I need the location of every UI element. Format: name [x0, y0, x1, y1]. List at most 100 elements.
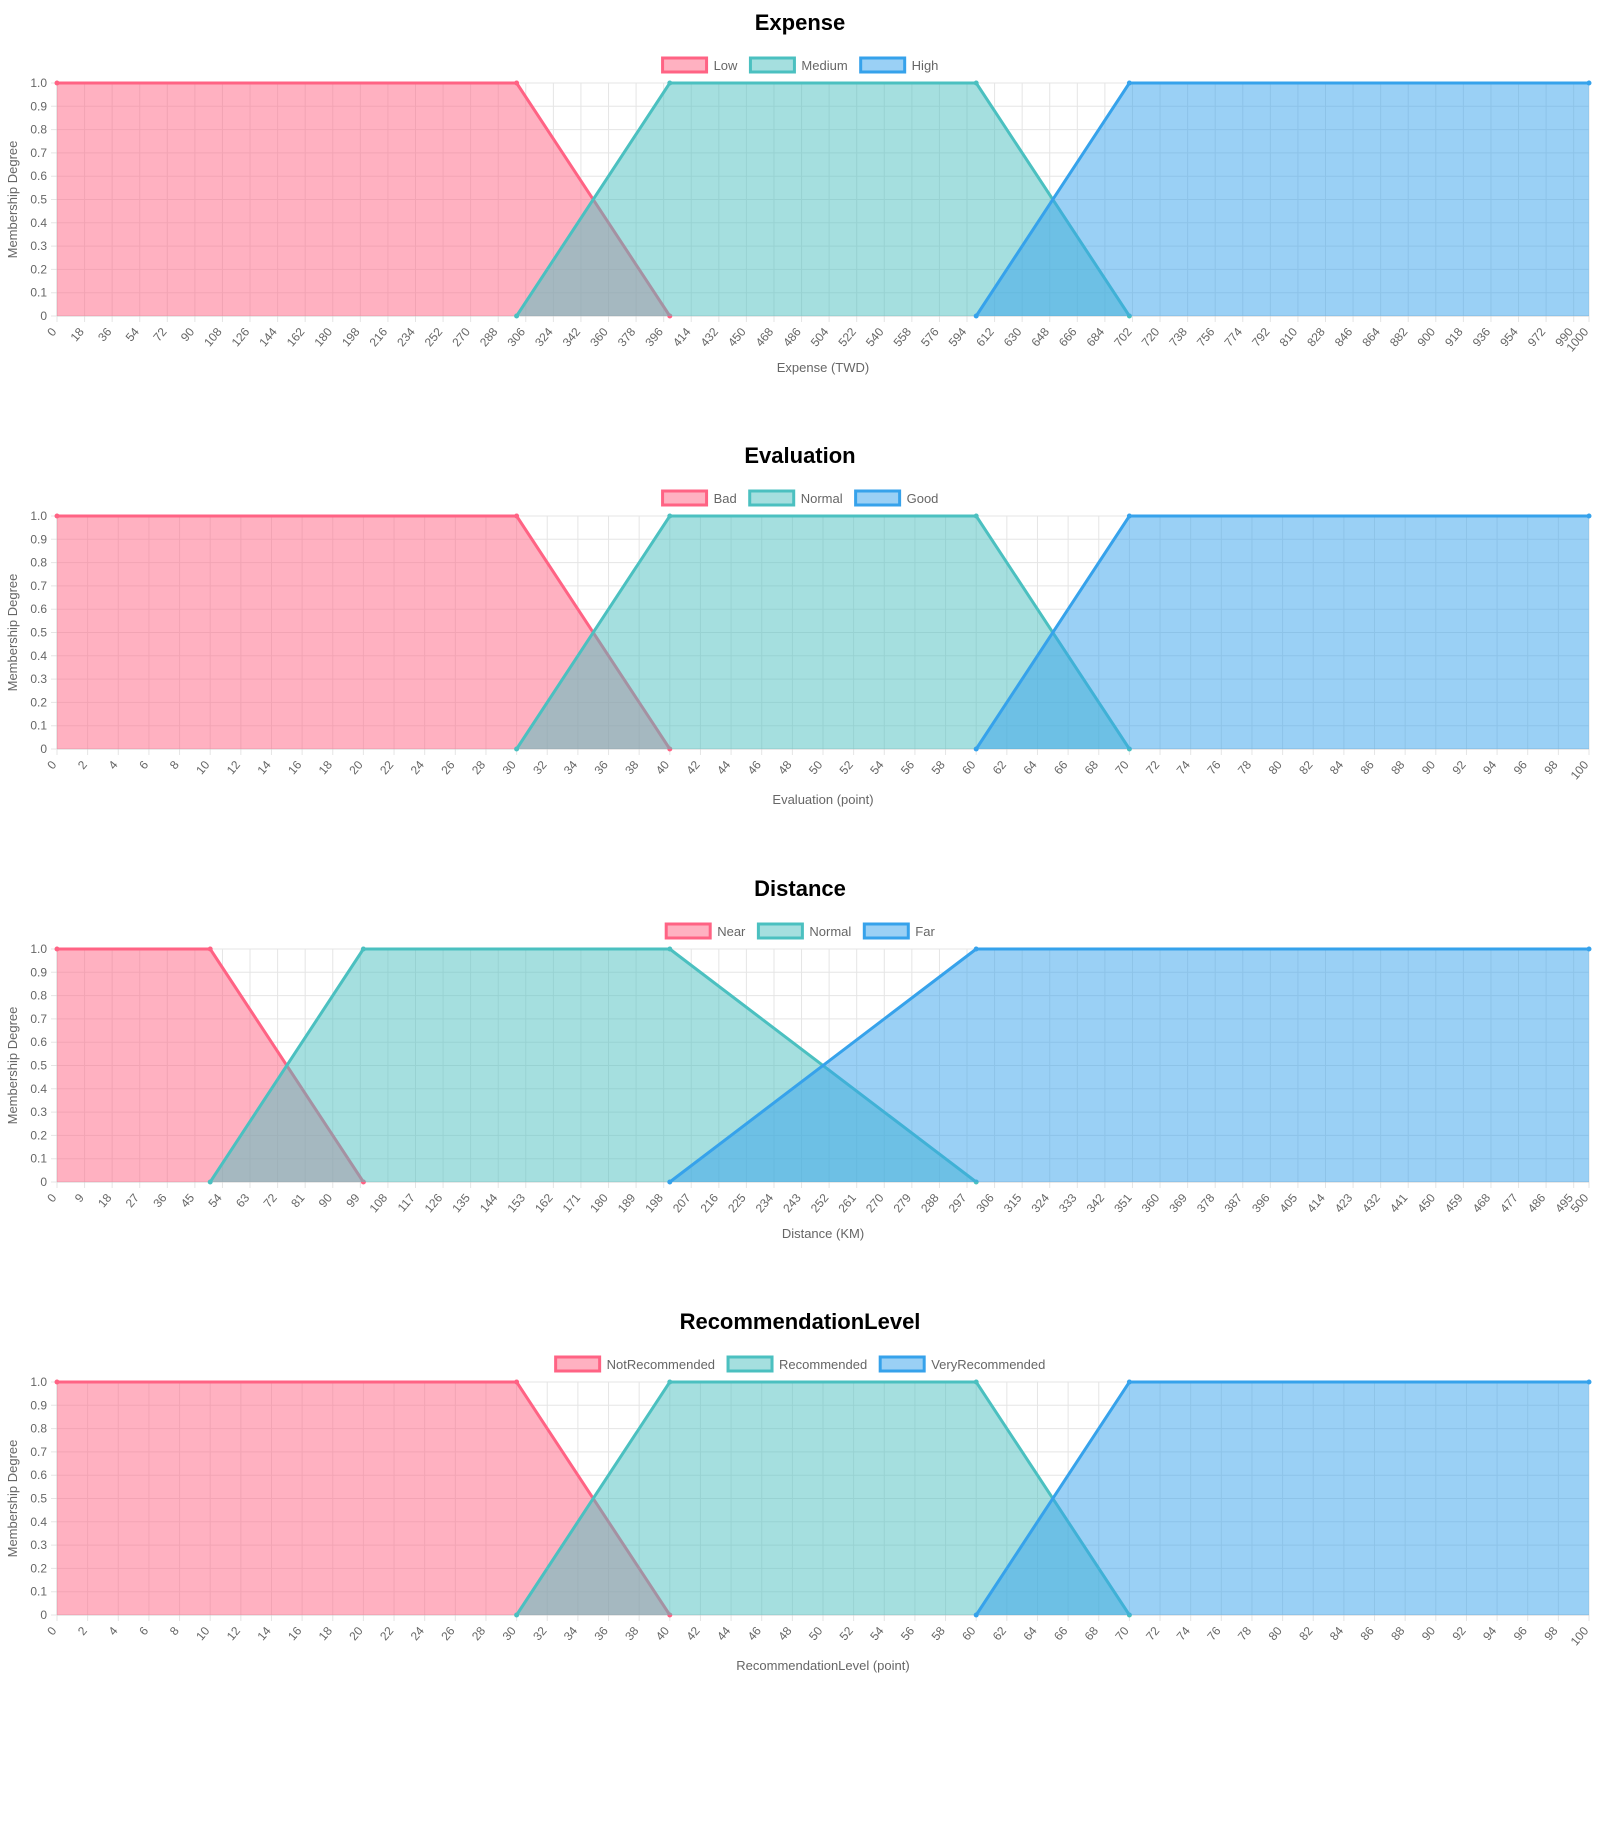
x-tick-label: 954 — [1497, 325, 1521, 350]
x-tick-label: 18 — [316, 1624, 336, 1643]
legend-swatch-notrecommended[interactable] — [554, 1355, 602, 1373]
data-point[interactable] — [667, 513, 673, 519]
x-tick-label: 72 — [261, 1191, 281, 1210]
legend-swatch-normal[interactable] — [748, 489, 796, 507]
data-point[interactable] — [54, 513, 60, 519]
x-tick-label: 8 — [167, 758, 182, 772]
x-tick-label: 40 — [653, 1624, 673, 1643]
data-point[interactable] — [1586, 80, 1592, 86]
legend-label: Recommended — [779, 1357, 867, 1372]
x-tick-label: 36 — [592, 758, 612, 777]
legend-swatch-near[interactable] — [664, 922, 712, 940]
data-point[interactable] — [973, 1379, 979, 1385]
x-tick-label: 16 — [285, 1624, 305, 1643]
data-point[interactable] — [54, 1379, 60, 1385]
x-tick-label: 369 — [1166, 1191, 1190, 1216]
x-tick-label: 126 — [229, 325, 253, 350]
legend-swatch-low[interactable] — [661, 56, 709, 74]
data-point[interactable] — [973, 313, 979, 319]
data-point[interactable] — [54, 80, 60, 86]
data-point[interactable] — [514, 1379, 520, 1385]
x-tick-label: 612 — [973, 325, 997, 350]
legend-swatch-bad[interactable] — [661, 489, 709, 507]
x-tick-label: 86 — [1358, 1624, 1378, 1643]
x-tick-label: 504 — [808, 325, 832, 350]
x-tick-label: 180 — [587, 1191, 611, 1216]
data-point[interactable] — [667, 1379, 673, 1385]
legend-swatch-normal[interactable] — [756, 922, 804, 940]
x-tick-label: 756 — [1194, 325, 1218, 350]
x-tick-label: 72 — [150, 325, 170, 344]
x-tick-label: 28 — [469, 1624, 489, 1643]
legend-swatch-recommended[interactable] — [726, 1355, 774, 1373]
legend-swatch-high[interactable] — [859, 56, 907, 74]
data-point[interactable] — [207, 946, 213, 952]
y-tick-label: 0.4 — [30, 216, 47, 230]
series-area-good — [976, 516, 1589, 749]
data-point[interactable] — [514, 1612, 520, 1618]
y-tick-label: 0.6 — [30, 602, 47, 616]
x-tick-label: 324 — [1028, 1191, 1052, 1216]
series-area-far — [669, 949, 1589, 1182]
data-point[interactable] — [973, 513, 979, 519]
x-tick-label: 80 — [1266, 758, 1286, 777]
data-point[interactable] — [667, 946, 673, 952]
x-tick-label: 198 — [642, 1191, 666, 1216]
legend-swatch-medium[interactable] — [748, 56, 796, 74]
data-point[interactable] — [973, 746, 979, 752]
data-point[interactable] — [1586, 1379, 1592, 1385]
x-tick-label: 189 — [615, 1191, 639, 1216]
x-tick-label: 297 — [946, 1191, 970, 1216]
x-tick-label: 360 — [1139, 1191, 1163, 1216]
x-tick-label: 42 — [683, 1624, 703, 1643]
x-tick-label: 22 — [377, 758, 397, 777]
data-point[interactable] — [207, 1179, 213, 1185]
data-point[interactable] — [1586, 513, 1592, 519]
legend-swatch-good[interactable] — [854, 489, 902, 507]
x-tick-label: 144 — [477, 1191, 501, 1216]
data-point[interactable] — [514, 313, 520, 319]
legend-label: Medium — [801, 58, 847, 73]
data-point[interactable] — [667, 1179, 673, 1185]
x-tick-label: 459 — [1442, 1191, 1466, 1216]
y-axis-title: Membership Degree — [5, 574, 20, 692]
y-tick-label: 0.8 — [30, 123, 47, 137]
data-point[interactable] — [973, 80, 979, 86]
x-tick-label: 468 — [753, 325, 777, 350]
x-tick-label: 8 — [167, 1624, 182, 1638]
x-tick-label: 82 — [1296, 1624, 1316, 1643]
chart-title: Expense — [755, 10, 846, 35]
data-point[interactable] — [54, 946, 60, 952]
y-tick-label: 0.7 — [30, 1012, 47, 1026]
x-tick-label: 252 — [422, 325, 446, 350]
y-tick-label: 0.8 — [30, 989, 47, 1003]
x-tick-label: 2 — [75, 1624, 90, 1638]
legend-swatch-veryrecommended[interactable] — [878, 1355, 926, 1373]
data-point[interactable] — [1126, 1379, 1132, 1385]
x-tick-label: 66 — [1051, 758, 1071, 777]
x-tick-label: 234 — [394, 325, 418, 350]
x-tick-label: 98 — [1541, 758, 1561, 777]
y-tick-label: 0.6 — [30, 1035, 47, 1049]
data-point[interactable] — [1126, 513, 1132, 519]
data-point[interactable] — [1586, 946, 1592, 952]
legend-swatch-far[interactable] — [862, 922, 910, 940]
data-point[interactable] — [360, 946, 366, 952]
x-tick-label: 86 — [1358, 758, 1378, 777]
data-point[interactable] — [514, 80, 520, 86]
data-point[interactable] — [1126, 80, 1132, 86]
x-tick-label: 52 — [837, 1624, 857, 1643]
x-tick-label: 54 — [867, 1624, 887, 1643]
x-tick-label: 360 — [587, 325, 611, 350]
x-tick-label: 16 — [285, 758, 305, 777]
x-tick-label: 972 — [1525, 325, 1549, 350]
x-tick-label: 396 — [642, 325, 666, 350]
data-point[interactable] — [514, 513, 520, 519]
x-tick-label: 32 — [530, 1624, 550, 1643]
legend-label: VeryRecommended — [931, 1357, 1045, 1372]
data-point[interactable] — [667, 80, 673, 86]
data-point[interactable] — [973, 946, 979, 952]
data-point[interactable] — [514, 746, 520, 752]
data-point[interactable] — [973, 1612, 979, 1618]
